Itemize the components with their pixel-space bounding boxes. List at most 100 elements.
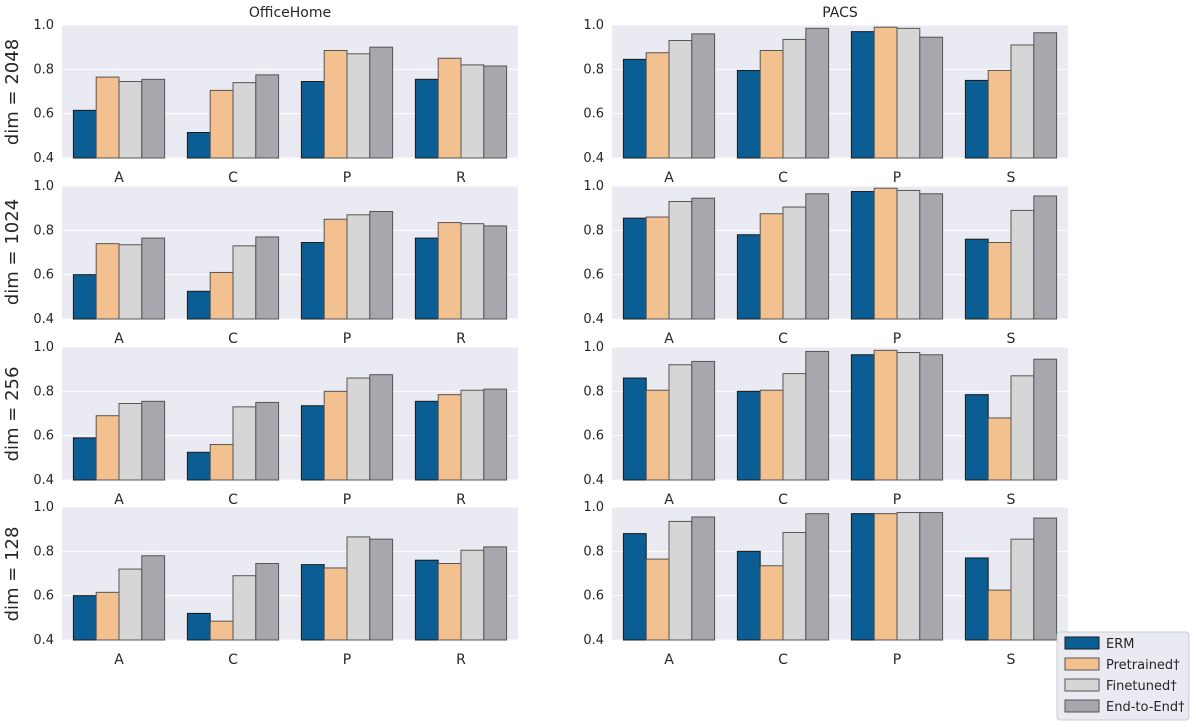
bar-pacs-p-erm — [850, 354, 875, 481]
x-tick-label-p: P — [893, 170, 901, 186]
panel-officehome-row-3: 0.4 0.6 0.8 1.0 A C P R — [33, 500, 518, 668]
bar-officehome-p-finetuned — [346, 536, 371, 641]
legend-swatch-erm — [1064, 636, 1100, 650]
y-tick-label: 0.8 — [583, 223, 604, 238]
bar-pacs-a-finetuned — [668, 520, 693, 641]
y-tick-label: 0.8 — [583, 384, 604, 399]
bar-officehome-c-finetuned — [232, 245, 257, 320]
panel-pacs-row-0: 0.4 0.6 0.8 1.0 A C P S — [583, 18, 1068, 186]
bar-pacs-c-pretrained — [759, 213, 784, 320]
x-tick-label-c: C — [778, 652, 788, 668]
bar-pacs-s-pretrained — [987, 69, 1012, 159]
y-tick-label: 1.0 — [583, 500, 604, 515]
x-tick-label-s: S — [1007, 652, 1016, 668]
legend-item-erm: ERM — [1064, 636, 1134, 652]
bar-pacs-s-end-to-end — [1033, 517, 1058, 641]
bar-officehome-c-end-to-end — [255, 74, 280, 159]
bar-pacs-c-erm — [736, 69, 761, 159]
x-tick-label-c: C — [228, 170, 238, 186]
bar-pacs-p-finetuned — [896, 352, 921, 481]
bar-officehome-c-erm — [186, 612, 211, 641]
y-tick-label: 0.4 — [33, 473, 54, 488]
panel-pacs-row-1: 0.4 0.6 0.8 1.0 A C P S — [583, 179, 1068, 347]
bar-officehome-p-pretrained — [323, 49, 348, 159]
x-tick-label-p: P — [893, 492, 901, 508]
bar-pacs-p-finetuned — [896, 27, 921, 159]
bar-pacs-a-erm — [622, 58, 647, 159]
bar-officehome-r-pretrained — [437, 394, 462, 481]
bar-pacs-p-end-to-end — [919, 512, 944, 641]
x-tick-label-r: R — [456, 492, 466, 508]
x-tick-label-a: A — [664, 492, 674, 508]
y-tick-label: 0.6 — [583, 429, 604, 444]
y-tick-label: 1.0 — [33, 18, 54, 33]
y-tick-label: 0.4 — [583, 473, 604, 488]
bar-pacs-s-finetuned — [1010, 44, 1035, 159]
legend-label-erm: ERM — [1106, 637, 1134, 652]
bar-officehome-p-end-to-end — [369, 210, 394, 320]
legend-item-pretrained: Pretrained† — [1064, 657, 1180, 673]
bar-pacs-p-pretrained — [873, 187, 898, 320]
x-tick-label-a: A — [114, 492, 124, 508]
bar-pacs-c-finetuned — [782, 206, 807, 320]
x-tick-label-a: A — [664, 170, 674, 186]
y-tick-label: 0.4 — [33, 312, 54, 327]
legend-swatch-finetuned — [1064, 678, 1100, 692]
y-tick-label: 0.6 — [583, 589, 604, 604]
bar-officehome-a-end-to-end — [141, 555, 166, 641]
bar-officehome-p-finetuned — [346, 214, 371, 320]
bar-pacs-s-end-to-end — [1033, 195, 1058, 320]
bar-pacs-s-finetuned — [1010, 538, 1035, 641]
bar-officehome-a-end-to-end — [141, 400, 166, 481]
y-tick-label: 0.8 — [583, 62, 604, 77]
bar-pacs-s-end-to-end — [1033, 358, 1058, 481]
bar-officehome-r-pretrained — [437, 563, 462, 641]
bar-officehome-p-pretrained — [323, 567, 348, 641]
bar-officehome-a-erm — [72, 109, 97, 159]
bar-officehome-p-erm — [300, 242, 325, 320]
bar-officehome-p-finetuned — [346, 53, 371, 159]
bar-pacs-a-erm — [622, 217, 647, 320]
y-tick-label: 0.6 — [33, 429, 54, 444]
y-tick-label: 0.8 — [583, 544, 604, 559]
bar-officehome-p-end-to-end — [369, 538, 394, 641]
y-tick-label: 0.8 — [33, 384, 54, 399]
x-tick-label-c: C — [778, 170, 788, 186]
bar-officehome-p-end-to-end — [369, 46, 394, 159]
legend-label-finetuned: Finetuned† — [1106, 679, 1177, 694]
bar-officehome-c-finetuned — [232, 406, 257, 481]
x-tick-label-p: P — [343, 170, 351, 186]
bar-pacs-s-end-to-end — [1033, 32, 1058, 159]
bar-pacs-a-finetuned — [668, 364, 693, 481]
bar-pacs-a-pretrained — [645, 389, 670, 481]
bar-officehome-a-pretrained — [95, 415, 120, 481]
bar-pacs-a-end-to-end — [691, 197, 716, 320]
x-tick-label-s: S — [1007, 492, 1016, 508]
panel-officehome-row-0: 0.4 0.6 0.8 1.0 A C P R — [33, 18, 518, 186]
bar-officehome-r-finetuned — [460, 223, 485, 320]
bar-pacs-p-erm — [850, 191, 875, 320]
bar-officehome-a-finetuned — [118, 403, 143, 481]
bar-pacs-c-finetuned — [782, 38, 807, 159]
bar-pacs-c-pretrained — [759, 389, 784, 481]
row-label-dim-1024: dim = 1024 — [2, 199, 23, 305]
bar-pacs-s-erm — [964, 557, 989, 641]
y-tick-label: 0.8 — [33, 223, 54, 238]
x-tick-label-c: C — [228, 492, 238, 508]
bar-officehome-a-finetuned — [118, 244, 143, 320]
bar-officehome-c-pretrained — [209, 444, 234, 481]
bar-officehome-a-end-to-end — [141, 237, 166, 320]
bar-pacs-p-erm — [850, 513, 875, 641]
y-tick-label: 1.0 — [583, 340, 604, 355]
bar-officehome-c-end-to-end — [255, 401, 280, 481]
bar-officehome-c-pretrained — [209, 271, 234, 320]
bar-officehome-a-erm — [72, 595, 97, 641]
bar-officehome-c-erm — [186, 451, 211, 481]
bar-pacs-c-end-to-end — [805, 350, 830, 481]
y-tick-label: 1.0 — [33, 179, 54, 194]
x-tick-label-p: P — [343, 652, 351, 668]
y-tick-label: 0.4 — [583, 312, 604, 327]
bar-pacs-p-pretrained — [873, 26, 898, 159]
y-tick-label: 0.6 — [583, 268, 604, 283]
bar-pacs-a-erm — [622, 377, 647, 481]
